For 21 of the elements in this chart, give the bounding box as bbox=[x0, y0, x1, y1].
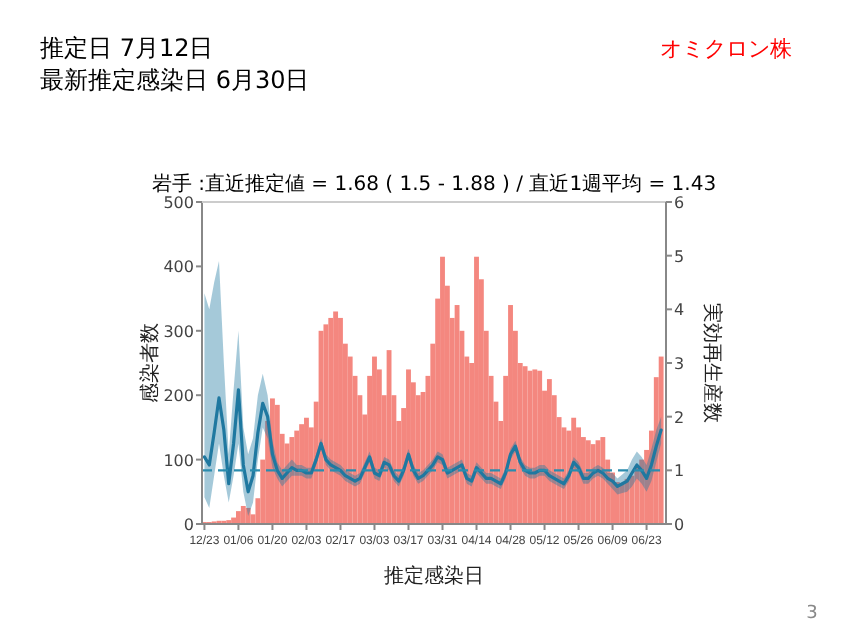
y2-tick-label: 0 bbox=[674, 516, 685, 534]
y-tick-label: 100 bbox=[163, 451, 194, 470]
y2-tick-label: 4 bbox=[674, 301, 685, 320]
y2-tick-label: 5 bbox=[674, 247, 685, 266]
y-tick-label: 500 bbox=[163, 194, 194, 212]
y2-tick-label: 2 bbox=[674, 408, 685, 427]
y-tick-label: 300 bbox=[163, 322, 194, 341]
y2-tick-label: 3 bbox=[674, 355, 685, 373]
annotation: 3 bbox=[806, 604, 818, 624]
annotation: 推定日 7月12日 bbox=[40, 34, 214, 62]
y-tick-label: 0 bbox=[183, 516, 194, 534]
y2-tick-label: 1 bbox=[674, 462, 685, 481]
chart-title: 岩手 :直近推定値 = 1.68 ( 1.5 - 1.88 ) / 直近1週平均 = 1.43 bbox=[151, 172, 717, 196]
annotation: 最新推定感染日 6月30日 bbox=[40, 66, 310, 94]
y-tick-label: 200 bbox=[163, 387, 194, 406]
annotation: オミクロン株 bbox=[660, 36, 792, 62]
y2-axis-title: 実効再生産数 bbox=[700, 303, 724, 423]
y-axis-title: 感染者数 bbox=[138, 323, 162, 403]
x-axis-title: 推定感染日 bbox=[384, 564, 484, 588]
y2-tick-label: 6 bbox=[674, 194, 685, 212]
y-tick-label: 400 bbox=[163, 258, 194, 277]
